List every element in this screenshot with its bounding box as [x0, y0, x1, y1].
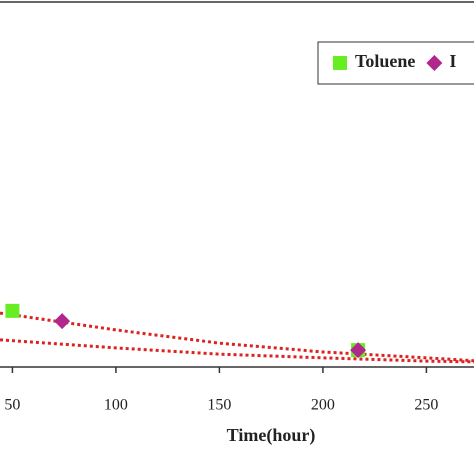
x-tick-label: 200 — [311, 397, 335, 414]
x-tick-label: 50 — [4, 397, 20, 414]
marker-diamond — [350, 342, 367, 359]
marker-diamond — [426, 55, 443, 71]
trendline — [0, 338, 474, 364]
marker-square — [5, 303, 20, 318]
x-tick-label: 100 — [104, 397, 128, 414]
x-tick-label: 250 — [414, 397, 438, 414]
legend-label: I — [449, 51, 456, 71]
x-axis-title: Time(hour) — [227, 425, 316, 446]
marker-square — [333, 56, 347, 70]
legend: Toluene I — [355, 51, 456, 71]
trendline — [0, 311, 474, 363]
legend-label: Toluene — [355, 51, 415, 71]
x-tick-label: 150 — [207, 397, 231, 414]
marker-diamond — [54, 313, 71, 330]
